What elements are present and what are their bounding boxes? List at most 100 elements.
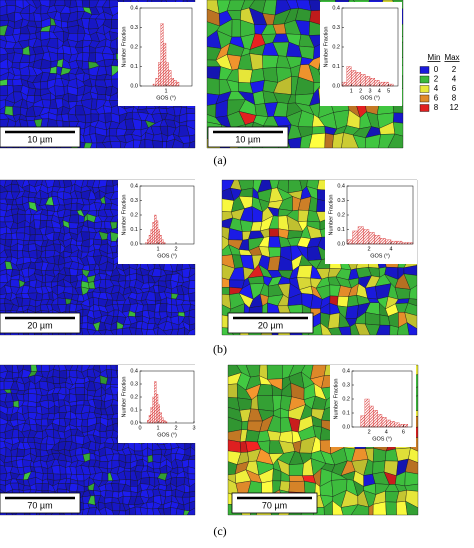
legend-min: 6 [434,94,439,103]
grain [118,479,127,485]
y-tick-label: 0.3 [332,25,340,31]
histogram-bar [171,78,174,87]
histogram-bar [365,76,371,87]
y-tick-label: 0.4 [342,368,350,374]
y-tick-label: 0.3 [337,198,345,204]
grain [70,202,78,212]
grain [10,279,20,288]
y-tick-label: 0.4 [337,183,345,189]
histogram-bar [374,80,380,87]
grain [152,449,162,456]
grain [0,216,6,223]
x-tick-label: 5 [387,88,390,94]
grain [41,483,50,492]
grain [123,468,131,472]
grain [237,397,252,411]
histogram-bar [373,410,378,428]
grain [288,463,304,476]
histogram-bar [396,240,403,245]
histogram-bar [357,226,364,245]
grain [266,364,283,380]
grain [81,60,90,70]
grain [61,21,68,29]
x-tick-label: 1 [156,246,159,252]
grain [152,461,161,470]
grain [16,448,25,457]
histogram-bar [379,81,385,87]
y-tick-label: 0.1 [342,410,350,416]
y-tick-label: 0.2 [130,44,138,50]
grain [7,79,14,87]
grain [101,471,109,482]
grain [262,55,279,69]
grain [33,213,41,221]
legend-header: Max [444,53,459,62]
grain [69,483,79,492]
histogram-bar [369,78,375,87]
grain [186,328,196,336]
y-tick-label: 0.0 [130,241,138,247]
histogram-bar [360,74,366,87]
grain [111,502,121,512]
grain [104,490,114,499]
grain [406,322,418,336]
legend-min: 2 [434,75,439,84]
histogram-bar [390,240,397,245]
grain [81,0,90,8]
grain [75,387,85,395]
grain [261,480,274,494]
histogram-bar [168,70,172,87]
y-tick-label: 0.0 [332,83,340,89]
grain [221,287,230,295]
legend-max: 6 [452,84,457,93]
y-tick-label: 0.2 [332,44,340,50]
grain [405,500,419,516]
legend-min: 8 [434,103,439,112]
grain [0,298,6,305]
grain [130,479,138,487]
y-tick-label: 0.3 [130,198,138,204]
grain [139,477,150,485]
x-tick-label: 2 [359,88,362,94]
grain [0,85,9,96]
histogram-bar [163,420,166,424]
histogram-bar [368,232,375,245]
inset-background [325,180,417,264]
histogram-bar [374,235,381,245]
histogram-bar [377,414,383,428]
histogram-bar [156,220,159,245]
scale-bar-label: 10 µm [27,134,52,144]
y-tick-label: 0.4 [130,368,138,374]
grain [163,507,171,516]
y-tick-label: 0.3 [130,25,138,31]
grain [158,303,168,313]
y-tick-label: 0.4 [130,183,138,189]
grain [81,425,88,433]
grain [51,465,61,475]
grain [40,418,49,427]
y-tick-label: 0.1 [332,64,340,70]
x-tick-label: 1 [156,425,159,431]
histogram-bar [150,407,153,424]
grain [59,369,68,379]
grain [82,315,89,324]
scale-bar-label: 10 µm [235,134,260,144]
panel-label: (c) [213,524,226,538]
grain [109,128,118,137]
histogram-bar [352,230,359,245]
grain [393,112,404,124]
y-tick-label: 0.1 [130,64,138,70]
grain [96,417,101,424]
histogram-bar [147,239,150,245]
legend-max: 12 [450,103,459,112]
grain [324,133,334,149]
panel-label: (b) [213,342,227,356]
legend-swatch [419,94,430,103]
grain [75,383,85,388]
histogram-bar [152,222,155,245]
grain [188,280,196,290]
grain [34,88,41,96]
x-axis-label: GOS (°) [370,253,390,259]
y-axis-label: Number Fraction [121,377,127,418]
